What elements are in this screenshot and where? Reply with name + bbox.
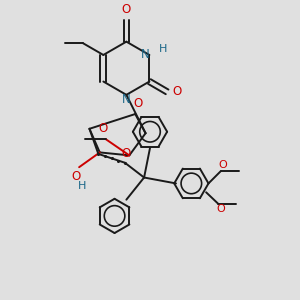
Text: O: O — [216, 204, 225, 214]
Text: O: O — [173, 85, 182, 98]
Text: H: H — [78, 182, 86, 191]
Text: H: H — [158, 44, 167, 54]
Text: O: O — [134, 97, 143, 110]
Text: O: O — [122, 147, 131, 161]
Text: N: N — [141, 49, 149, 62]
Text: N: N — [122, 93, 131, 106]
Text: O: O — [71, 169, 81, 182]
Text: O: O — [98, 122, 107, 135]
Text: O: O — [122, 3, 131, 16]
Text: O: O — [219, 160, 228, 170]
